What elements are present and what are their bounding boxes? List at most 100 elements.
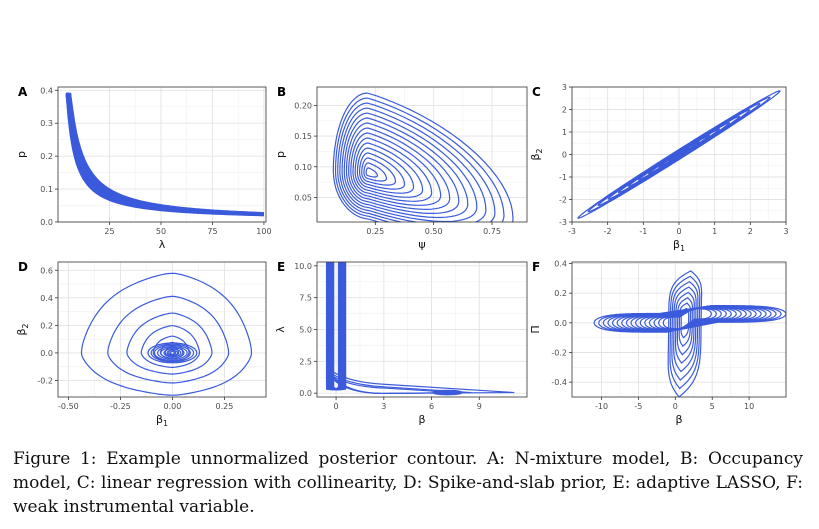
plot-background — [58, 87, 266, 222]
y-tick-label: 2 — [562, 106, 567, 115]
y-axis-label: p — [15, 151, 28, 158]
x-tick-label: 0 — [334, 402, 339, 411]
y-tick-label: 0.4 — [40, 86, 53, 95]
y-tick-label: 5.0 — [299, 326, 312, 335]
y-axis-label: p — [274, 151, 287, 158]
contour-lines — [325, 262, 515, 396]
panel-c: -3 -2 -1 0 1 2 3 -3 -2 -1 0 1 2 3 β1 β2 C — [529, 83, 789, 253]
panel-f: -10 -5 0 5 10 -0.4 -0.2 0.0 0.2 0.4 β Π F — [529, 259, 787, 426]
contour-level — [359, 152, 406, 190]
y-tick-label: 0.15 — [294, 132, 312, 141]
contour-level — [639, 307, 737, 331]
x-axis-label: β — [418, 413, 425, 426]
contour-level — [673, 286, 697, 373]
contour-level — [337, 102, 496, 222]
plot-frame — [57, 261, 267, 398]
x-tick-label: -2 — [604, 227, 612, 236]
x-tick-label: -0.50 — [58, 402, 79, 411]
contour-secondary-mode — [432, 389, 463, 396]
panel-b: 0.25 0.50 0.75 0.05 0.10 0.15 0.20 ψ p B — [274, 85, 528, 251]
y-tick-label: 7.5 — [299, 294, 312, 303]
x-tick-label: 10 — [744, 402, 754, 411]
contour-level — [630, 306, 747, 331]
y-tick-label: 0.10 — [294, 163, 312, 172]
contour-level — [674, 291, 695, 364]
contour-level — [350, 132, 442, 206]
contour-level — [354, 142, 424, 198]
contour-level — [334, 97, 505, 222]
y-tick-label: 0.4 — [554, 259, 567, 268]
y-tick-label: 10.0 — [294, 262, 312, 271]
plot-background — [58, 262, 266, 397]
contour-level — [107, 295, 230, 384]
contour-core — [147, 342, 198, 364]
contour-lines — [332, 92, 514, 222]
contour-level — [644, 307, 732, 331]
panel-letter: B — [277, 85, 286, 99]
contour-level — [669, 275, 701, 390]
x-tick-label: 0.25 — [215, 402, 233, 411]
contour-level — [363, 162, 387, 182]
contour-level — [671, 281, 699, 381]
contour-tail — [326, 370, 458, 395]
contour-level — [667, 270, 703, 397]
x-axis-label: ψ — [418, 238, 425, 251]
plot-frame — [57, 86, 267, 223]
x-axis-label: β1 — [156, 413, 168, 428]
contour-ridge — [66, 92, 264, 214]
contour-lines — [577, 90, 781, 219]
x-tick-label: 2 — [748, 227, 753, 236]
panel-letter: F — [532, 260, 540, 274]
x-tick-label: 3 — [381, 402, 386, 411]
y-tick-label: 0.2 — [40, 152, 53, 161]
x-tick-label: -5 — [634, 402, 642, 411]
x-tick-label: 0.75 — [483, 227, 501, 236]
contour-lines — [65, 92, 264, 217]
contour-level — [602, 305, 777, 333]
x-tick-label: 3 — [783, 227, 788, 236]
panel-d: -0.50 -0.25 0.00 0.25 -0.2 0.0 0.2 0.4 0.6 β1 β2 D — [15, 260, 267, 428]
y-tick-label: -0.4 — [551, 378, 567, 387]
contour-core — [169, 350, 175, 356]
x-tick-label: 0.50 — [425, 227, 443, 236]
contour-core — [160, 347, 185, 359]
panel-e: 0 3 6 9 0.0 2.5 5.0 7.5 10.0 β λ E — [274, 260, 528, 426]
contour-level — [343, 117, 469, 219]
contour-level — [612, 305, 767, 332]
contour-core — [166, 349, 179, 357]
y-tick-label: 3 — [562, 83, 567, 92]
y-tick-label: 0.4 — [40, 294, 53, 303]
y-tick-label: -3 — [559, 218, 567, 227]
x-axis-label: λ — [159, 238, 166, 251]
contour-core — [150, 343, 195, 363]
contour-level — [348, 127, 451, 211]
contour-level — [140, 325, 200, 368]
x-tick-label: 50 — [156, 227, 166, 236]
contour-core — [153, 344, 191, 362]
contour-level — [648, 307, 727, 330]
contour-level — [653, 307, 722, 330]
x-tick-label: 0.00 — [163, 402, 181, 411]
panel-a: 25 50 75 100 0.0 0.1 0.2 0.3 0.4 λ p A — [15, 85, 272, 251]
plot-frame — [571, 261, 787, 398]
y-axis-label: Π — [529, 325, 542, 333]
y-tick-label: 0.0 — [554, 319, 567, 328]
x-tick-label: 0 — [673, 402, 678, 411]
y-axis-label: β2 — [529, 148, 544, 160]
y-tick-label: 2.5 — [299, 357, 312, 366]
y-tick-label: 0.05 — [294, 193, 312, 202]
contour-level — [365, 167, 378, 178]
x-tick-label: 6 — [429, 402, 434, 411]
x-tick-label: 1 — [712, 227, 717, 236]
y-tick-label: 0.6 — [40, 266, 53, 275]
y-axis-label: β2 — [15, 323, 30, 335]
panel-letter: E — [277, 260, 285, 274]
y-tick-label: -0.2 — [551, 348, 567, 357]
x-tick-label: 100 — [256, 227, 271, 236]
contour-level — [126, 312, 213, 375]
y-tick-label: 0.2 — [554, 289, 567, 298]
x-tick-label: 0 — [676, 227, 681, 236]
x-tick-label: 5 — [710, 402, 715, 411]
contour-core — [156, 346, 188, 360]
